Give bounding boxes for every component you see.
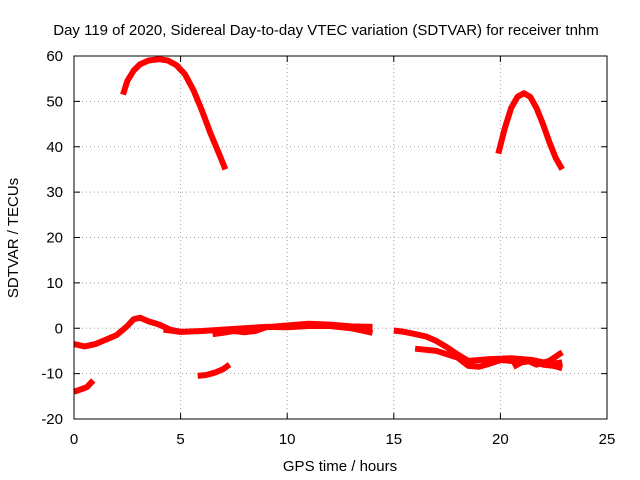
y-tick-label: 40 bbox=[46, 139, 63, 156]
x-tick-label: 5 bbox=[176, 431, 184, 448]
y-tick-label: 20 bbox=[46, 230, 63, 247]
y-tick-label: 30 bbox=[46, 184, 63, 201]
chart-title: Day 119 of 2020, Sidereal Day-to-day VTE… bbox=[53, 22, 599, 39]
y-tick-label: 60 bbox=[46, 48, 63, 65]
y-tick-label: 10 bbox=[46, 275, 63, 292]
x-tick-label: 0 bbox=[70, 431, 78, 448]
x-tick-labels: 0 5 10 15 20 25 bbox=[70, 431, 616, 448]
x-axis-label: GPS time / hours bbox=[283, 458, 397, 475]
x-tick-label: 25 bbox=[599, 431, 616, 448]
y-tick-label: -20 bbox=[41, 411, 63, 428]
series-early-main bbox=[73, 314, 182, 350]
series-morning-low bbox=[197, 362, 232, 379]
y-tick-label: 50 bbox=[46, 93, 63, 110]
series-early-low bbox=[72, 378, 96, 395]
series-midday-b bbox=[212, 320, 373, 338]
y-axis-label: SDTVAR / TECUs bbox=[5, 178, 22, 298]
y-tick-label: -10 bbox=[41, 366, 63, 383]
plot-area bbox=[72, 56, 565, 395]
x-tick-label: 10 bbox=[279, 431, 296, 448]
y-tick-label: 0 bbox=[55, 320, 63, 337]
series-arc-2 bbox=[495, 90, 565, 171]
y-tick-labels: -20 -10 0 10 20 30 40 50 60 bbox=[41, 48, 63, 428]
series-late-dips bbox=[511, 349, 564, 370]
series-arc-1 bbox=[120, 56, 229, 171]
x-tick-label: 20 bbox=[492, 431, 509, 448]
x-tick-label: 15 bbox=[385, 431, 402, 448]
plot-frame bbox=[73, 55, 608, 420]
